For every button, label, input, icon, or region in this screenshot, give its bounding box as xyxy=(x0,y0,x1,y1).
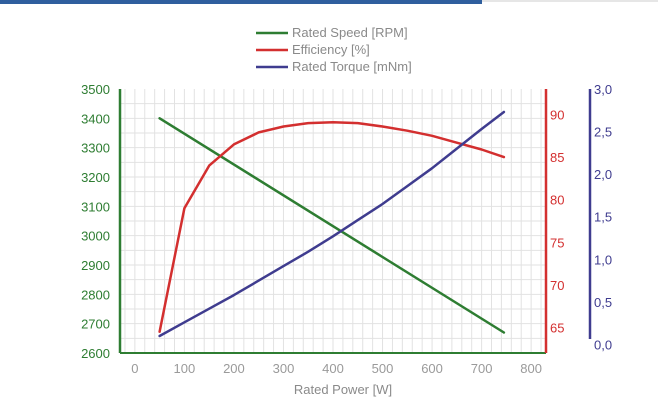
x-tick-label: 200 xyxy=(223,361,245,376)
right-tick-label: 70 xyxy=(550,278,564,293)
x-tick-label: 800 xyxy=(520,361,542,376)
top-accent-bar xyxy=(0,0,482,4)
left-tick-label: 2700 xyxy=(81,317,110,332)
right-tick-label: 65 xyxy=(550,320,564,335)
right-tick-label: 85 xyxy=(550,150,564,165)
x-tick-label: 0 xyxy=(131,361,138,376)
legend-label: Efficiency [%] xyxy=(292,42,370,57)
outer-right-tick-label: 1,5 xyxy=(594,210,612,225)
series-line xyxy=(158,120,506,333)
left-tick-label: 3200 xyxy=(81,170,110,185)
right-tick-label: 80 xyxy=(550,193,564,208)
x-axis-title: Rated Power [W] xyxy=(294,382,392,397)
right-tick-label: 75 xyxy=(550,235,564,250)
outer-right-tick-label: 2,5 xyxy=(594,125,612,140)
left-tick-label: 3300 xyxy=(81,141,110,156)
top-divider xyxy=(482,0,658,2)
series-line xyxy=(158,110,506,338)
left-tick-label: 3500 xyxy=(81,82,110,97)
outer-right-tick-label: 2,0 xyxy=(594,167,612,182)
right-tick-label: 90 xyxy=(550,108,564,123)
x-tick-label: 500 xyxy=(372,361,394,376)
left-tick-label: 2900 xyxy=(81,258,110,273)
left-tick-label: 2800 xyxy=(81,287,110,302)
series-line xyxy=(158,117,506,334)
x-tick-label: 700 xyxy=(471,361,493,376)
outer-right-tick-label: 1,0 xyxy=(594,252,612,267)
left-tick-label: 3400 xyxy=(81,111,110,126)
x-tick-label: 400 xyxy=(322,361,344,376)
left-tick-label: 3000 xyxy=(81,229,110,244)
x-tick-label: 300 xyxy=(273,361,295,376)
x-tick-label: 100 xyxy=(174,361,196,376)
outer-right-tick-label: 0,5 xyxy=(594,295,612,310)
outer-right-tick-label: 3,0 xyxy=(594,82,612,97)
outer-right-tick-label: 0,0 xyxy=(594,337,612,352)
left-tick-label: 2600 xyxy=(81,346,110,361)
left-tick-label: 3100 xyxy=(81,199,110,214)
legend-label: Rated Torque [mNm] xyxy=(292,59,412,74)
x-tick-label: 600 xyxy=(421,361,443,376)
legend-label: Rated Speed [RPM] xyxy=(292,25,408,40)
